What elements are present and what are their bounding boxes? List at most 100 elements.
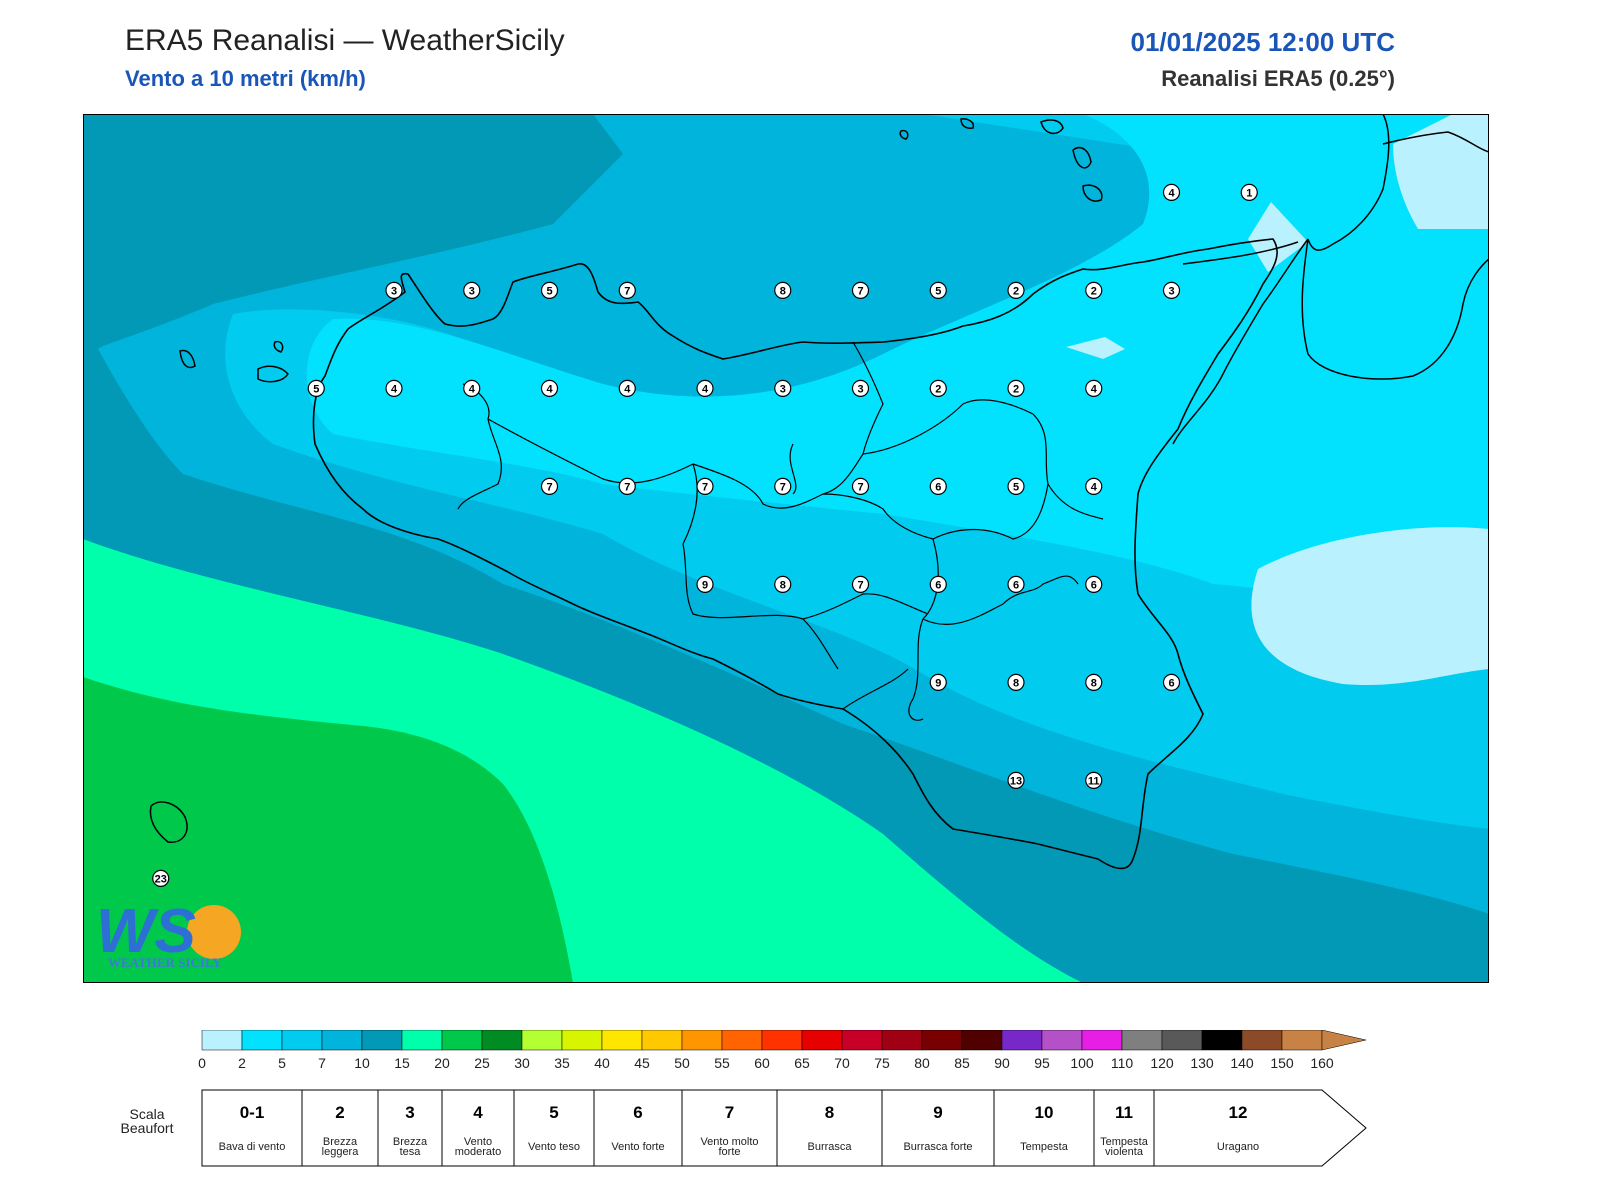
station-marker: 4 <box>540 379 559 397</box>
station-marker: 7 <box>851 477 870 495</box>
station-circle <box>1162 183 1181 202</box>
station-circle <box>1085 281 1103 299</box>
station-marker: 23 <box>152 869 170 888</box>
station-value: 5 <box>313 383 319 395</box>
beaufort-number: 4 <box>473 1103 483 1122</box>
station-marker: 3 <box>463 281 481 299</box>
colorbar-tick-label: 15 <box>394 1055 410 1071</box>
station-circle <box>1162 673 1181 692</box>
station-value: 2 <box>1013 383 1019 395</box>
wind-map: 3 3 5 7 8 7 5 2 2 35 4 4 4 4 4 3 3 2 2 47 7 7 7 7 6 5 49 8 7 6 6 69 8 8 61… <box>83 114 1489 983</box>
station-circle <box>1007 673 1025 692</box>
station-value: 9 <box>702 579 708 591</box>
aeolian-island-salina <box>1040 119 1064 135</box>
station-value: 4 <box>1091 481 1098 493</box>
station-value: 6 <box>1013 579 1019 591</box>
colorbar-swatch <box>641 1030 683 1051</box>
station-circle <box>152 869 170 888</box>
station-marker: 7 <box>851 575 870 593</box>
station-circle <box>929 477 947 495</box>
logo-caption: WEATHER SICILY <box>108 955 222 970</box>
station-marker: 1 <box>1240 183 1258 202</box>
colorbar-swatch <box>881 1030 923 1051</box>
colorbar-tick-label: 30 <box>514 1055 530 1071</box>
station-value: 2 <box>935 383 941 395</box>
station-circle <box>774 281 792 299</box>
station-circle <box>1007 281 1025 299</box>
colorbar-swatch <box>841 1030 883 1051</box>
station-value: 2 <box>1013 285 1019 297</box>
station-marker: 4 <box>1085 379 1103 397</box>
station-value: 3 <box>469 285 475 297</box>
station-value: 8 <box>1091 677 1097 689</box>
station-marker: 6 <box>1007 575 1025 593</box>
colorbar-swatch <box>1081 1030 1123 1051</box>
station-circle <box>929 575 947 593</box>
station-circle <box>851 379 870 397</box>
colorbar-tick-label: 25 <box>474 1055 490 1071</box>
map-frame <box>83 114 1489 983</box>
colorbar-tick-label: 55 <box>714 1055 730 1071</box>
station-value: 6 <box>935 579 941 591</box>
beaufort-description: Tempesta violenta <box>1100 1136 1149 1158</box>
station-value: 3 <box>391 285 397 297</box>
station-circle <box>463 281 481 299</box>
station-circle <box>618 379 636 397</box>
colorbar-tick-label: 85 <box>954 1055 970 1071</box>
station-circle <box>463 379 481 397</box>
station-value: 9 <box>935 677 941 689</box>
station-value: 2 <box>1091 285 1097 297</box>
beaufort-number: 10 <box>1035 1103 1054 1122</box>
beaufort-frame <box>201 1089 1367 1167</box>
station-marker: 8 <box>774 281 792 299</box>
colorbar-tick-label: 110 <box>1111 1055 1134 1071</box>
station-marker: 7 <box>618 477 636 495</box>
colorbar-boxes <box>201 1030 1367 1051</box>
beaufort-description: Brezza tesa <box>393 1136 428 1158</box>
colorbar-swatch <box>761 1030 803 1051</box>
aeolian-island-filicudi <box>960 118 975 129</box>
station-marker: 7 <box>696 477 714 495</box>
station-circle <box>540 379 559 397</box>
colorbar-tick-label: 2 <box>238 1055 246 1071</box>
valid-datetime: 01/01/2025 12:00 UTC <box>1130 27 1395 57</box>
beaufort-scale: 0-1 Bava di vento 2 Brezza leggera 3 Brezza tes… <box>201 1089 1367 1167</box>
colorbar-swatch <box>361 1030 403 1051</box>
colorbar-tick-label: 120 <box>1150 1055 1174 1071</box>
station-marker: 4 <box>463 379 481 397</box>
strait-of-messina-line <box>1182 241 1299 265</box>
beaufort-description: Vento teso <box>528 1141 580 1153</box>
station-circle <box>774 379 792 397</box>
station-value: 3 <box>780 383 786 395</box>
station-marker: 9 <box>929 673 947 692</box>
station-marker: 2 <box>929 379 947 397</box>
station-value: 5 <box>935 285 941 297</box>
station-circle <box>1085 771 1103 790</box>
station-marker: 3 <box>774 379 792 397</box>
station-marker: 8 <box>1007 673 1025 692</box>
colorbar-swatch <box>601 1030 643 1051</box>
wind-band-0-2-ionian <box>1251 527 1489 686</box>
station-value: 4 <box>624 383 631 395</box>
beaufort-number: 6 <box>633 1103 642 1122</box>
station-circle <box>1007 575 1025 593</box>
beaufort-number: 0-1 <box>240 1103 265 1122</box>
station-circle <box>929 673 947 692</box>
colorbar-tick-label: 140 <box>1230 1055 1254 1071</box>
colorbar-swatch <box>721 1030 763 1051</box>
station-circle <box>307 379 325 397</box>
egadi-island-marettimo <box>179 349 196 369</box>
beaufort-description: Tempesta <box>1020 1141 1069 1153</box>
colorbar-tick-label: 70 <box>834 1055 850 1071</box>
wind-field <box>83 114 1489 983</box>
station-circle <box>540 281 559 299</box>
station-value: 7 <box>624 481 630 493</box>
station-circle <box>774 575 792 593</box>
station-circle <box>1162 281 1181 299</box>
station-circle <box>385 379 403 397</box>
station-circle <box>929 379 947 397</box>
station-circle <box>385 281 403 299</box>
colorbar-extend-arrow <box>1321 1030 1367 1051</box>
colorbar-swatch <box>441 1030 483 1051</box>
station-marker: 5 <box>307 379 325 397</box>
